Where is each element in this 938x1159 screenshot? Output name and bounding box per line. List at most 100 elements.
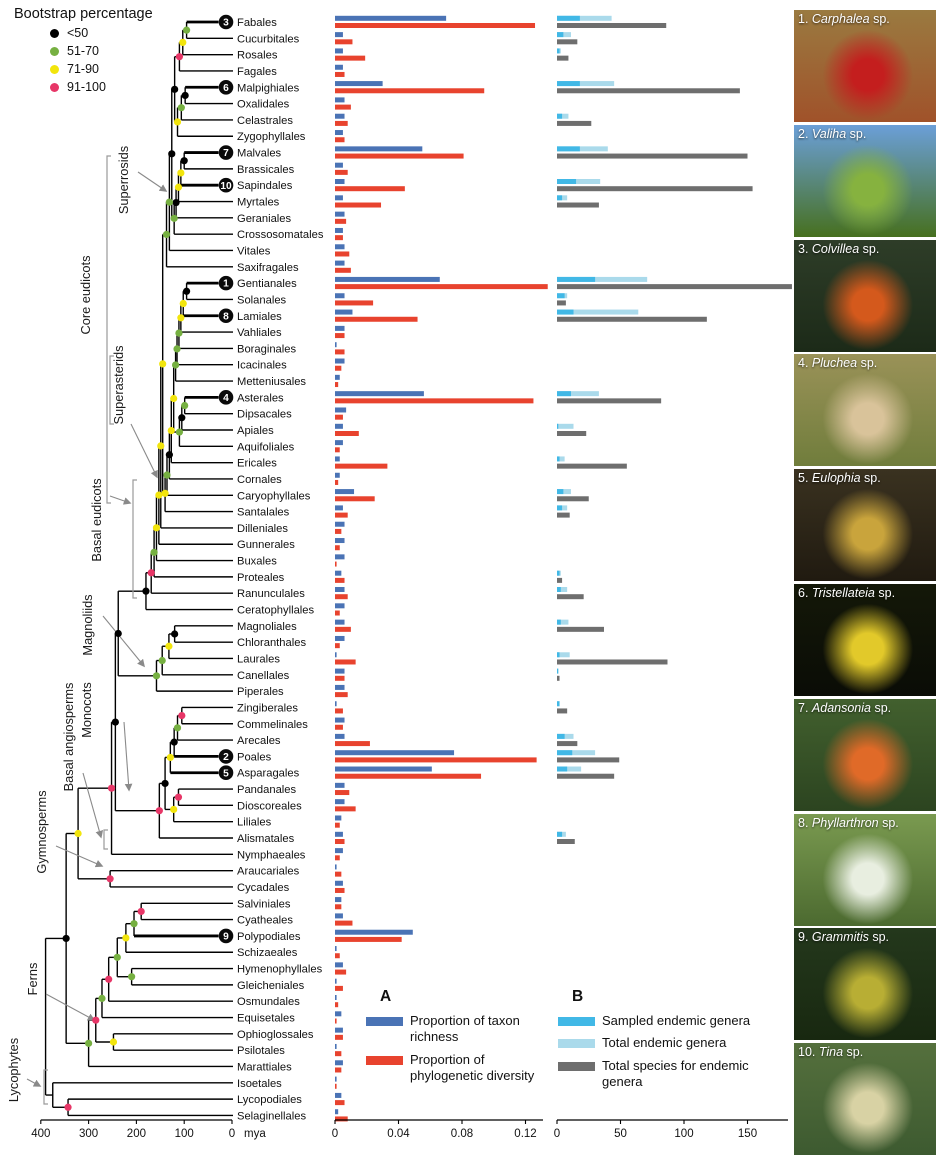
taxon-label: Asterales	[237, 392, 284, 404]
bar-total-species	[557, 55, 569, 61]
order-badge	[218, 275, 234, 291]
order-badge-number: 1	[223, 279, 229, 290]
bar-total-endemic	[557, 391, 599, 397]
bar-sampled-endemic	[557, 276, 596, 282]
taxon-label: Psilotales	[237, 1045, 285, 1057]
bar-sampled-endemic	[557, 733, 565, 739]
taxon-label: Sapindales	[237, 180, 293, 192]
total-species-swatch	[558, 1061, 595, 1071]
bar-phylo-diversity	[335, 1100, 345, 1106]
taxon-label: Canellales	[237, 670, 290, 682]
bar-taxon-richness	[335, 831, 343, 837]
bootstrap-node	[157, 442, 165, 450]
bar-taxon-richness	[335, 293, 345, 299]
taxon-label: Magnoliales	[237, 621, 297, 633]
bar-sampled-endemic	[557, 570, 560, 576]
bar-total-species	[557, 300, 566, 306]
clade-bracket	[43, 1069, 48, 1105]
bootstrap-node	[113, 953, 121, 961]
order-badge	[218, 308, 234, 324]
bar-phylo-diversity	[335, 496, 375, 502]
bar-sampled-endemic	[557, 505, 563, 511]
photo-valiha: 2. Valiha sp.	[794, 124, 936, 237]
bootstrap-node	[152, 672, 161, 680]
bar-phylo-diversity	[335, 757, 537, 763]
bar-phylo-diversity	[335, 1051, 342, 1057]
clade-bracket	[106, 155, 111, 504]
bar-taxon-richness	[335, 782, 345, 788]
bar-phylo-diversity	[335, 23, 536, 28]
bar-phylo-diversity	[335, 1067, 342, 1073]
bar-taxon-richness	[335, 244, 345, 250]
bootstrap-node	[173, 345, 181, 353]
taxon-label: Oxalidales	[237, 99, 290, 111]
bar-total-species	[557, 202, 599, 208]
bar-total-endemic	[557, 32, 571, 38]
bar-phylo-diversity	[335, 741, 370, 747]
taxon-label: Arecales	[237, 735, 281, 747]
bootstrap-node	[177, 104, 185, 112]
bootstrap-legend-item: 91-100	[50, 80, 153, 94]
bar-phylo-diversity	[335, 365, 342, 371]
taxon-label: Dipsacales	[237, 409, 292, 421]
bar-total-endemic	[557, 146, 608, 152]
bar-phylo-diversity	[335, 186, 405, 192]
order-badge-number: 6	[223, 83, 229, 94]
taxon-label: Cucurbitales	[237, 33, 300, 45]
bar-taxon-richness	[335, 391, 424, 397]
bar-taxon-richness	[335, 815, 342, 821]
bar-total-endemic	[557, 423, 574, 429]
bar-sampled-endemic	[557, 32, 564, 38]
photo-pluchea: 4. Pluchea sp.	[794, 354, 936, 467]
bar-taxon-richness	[335, 342, 337, 348]
bar-taxon-richness	[335, 309, 353, 315]
bar-taxon-richness	[335, 456, 340, 462]
bar-total-species	[557, 577, 563, 583]
bootstrap-node	[175, 53, 184, 61]
bootstrap-node	[175, 428, 184, 436]
axis-tick-label: 0.04	[387, 1128, 410, 1140]
taxon-label: Metteniusales	[237, 376, 306, 388]
bar-total-endemic	[557, 652, 570, 658]
bar-phylo-diversity	[335, 235, 343, 241]
bar-total-endemic	[557, 276, 648, 282]
clade-arrow	[130, 423, 158, 479]
total-species-label: Total species for endemic genera	[602, 1057, 749, 1089]
bootstrap-node	[162, 230, 171, 239]
bootstrap-node	[178, 414, 186, 422]
taxon-label: Hymenophyllales	[237, 964, 323, 976]
bar-taxon-richness	[335, 897, 342, 903]
bootstrap-node	[163, 471, 171, 479]
bar-phylo-diversity	[335, 88, 485, 94]
taxon-label: Equisetales	[237, 1013, 295, 1025]
bar-phylo-diversity	[335, 137, 345, 143]
bar-total-species	[557, 659, 668, 665]
bar-taxon-richness	[335, 162, 343, 168]
bar-taxon-richness	[335, 848, 343, 854]
photo-label: 3. Colvillea sp.	[798, 241, 880, 256]
order-badge-number: 9	[223, 932, 229, 943]
bar-taxon-richness	[335, 325, 345, 331]
bootstrap-node	[92, 1016, 100, 1024]
bar-phylo-diversity	[335, 871, 342, 877]
taxon-label: Poales	[237, 751, 272, 763]
bar-phylo-diversity	[335, 349, 345, 355]
bar-taxon-richness	[335, 652, 337, 658]
bootstrap-node	[130, 920, 138, 928]
bar-taxon-richness	[335, 227, 343, 233]
bar-taxon-richness	[335, 1109, 339, 1115]
taxon-label: Ceratophyllales	[237, 605, 315, 617]
legend-item-total-species: Total species for endemic genera	[558, 1058, 787, 1091]
taxon-label: Solanales	[237, 294, 287, 306]
bootstrap-node	[180, 157, 188, 165]
taxon-label: Fagales	[237, 66, 277, 78]
bar-total-endemic	[557, 587, 568, 592]
bar-total-species	[557, 316, 707, 322]
photo-label: 8. Phyllarthron sp.	[798, 815, 899, 830]
taxon-label: Geraniales	[237, 213, 292, 225]
order-badge	[218, 928, 234, 944]
bar-taxon-richness	[335, 489, 355, 495]
bar-sampled-endemic	[557, 619, 561, 625]
taxon-label: Vahliales	[237, 327, 282, 339]
axis-tick-label: 100	[674, 1128, 693, 1140]
